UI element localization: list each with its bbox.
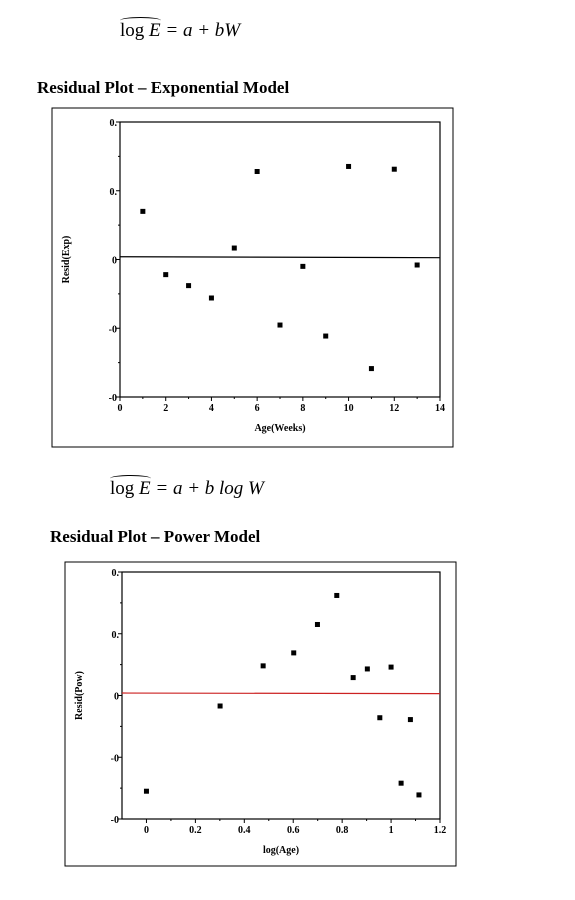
y-tick-label: -0 <box>109 324 117 335</box>
y-tick-label: -0 <box>109 393 117 404</box>
data-point <box>334 592 340 598</box>
data-point <box>391 166 397 172</box>
y-tick-label: -0 <box>111 753 119 764</box>
data-point <box>364 666 370 672</box>
data-point <box>350 675 356 681</box>
data-point <box>346 163 352 169</box>
data-point <box>368 366 374 372</box>
x-tick-label: 2 <box>163 403 168 414</box>
data-point <box>388 664 394 670</box>
data-point <box>416 792 422 798</box>
data-point <box>323 333 329 339</box>
data-point <box>163 272 169 278</box>
x-tick-label: 0.2 <box>189 825 202 836</box>
x-tick-label: 12 <box>389 403 399 414</box>
data-point <box>407 717 413 723</box>
x-tick-label: 0.6 <box>287 825 300 836</box>
data-point <box>314 621 320 627</box>
equation-rhs: = a + bW <box>165 20 241 41</box>
zero-reference-line <box>119 256 441 259</box>
y-tick-label: 0. <box>110 118 118 129</box>
data-point <box>231 245 237 251</box>
chart-frame <box>64 561 457 867</box>
x-tick-label: 0 <box>118 403 123 414</box>
data-point <box>143 788 149 794</box>
data-point <box>260 663 266 669</box>
equation-lhs-var: E <box>139 478 151 499</box>
y-tick-label: 0. <box>110 187 118 198</box>
x-tick-label: 1 <box>389 825 394 836</box>
y-tick-label: 0 <box>112 256 117 267</box>
y-axis-title: Resid(Pow) <box>74 671 85 720</box>
data-point <box>300 263 306 269</box>
x-axis-title: Age(Weeks) <box>254 423 305 434</box>
x-tick-label: 8 <box>300 403 305 414</box>
x-tick-label: 10 <box>344 403 354 414</box>
chart-title-exponential: Residual Plot – Exponential Model <box>37 78 290 97</box>
data-point <box>291 650 297 656</box>
plot-area <box>121 571 441 820</box>
zero-reference-line <box>121 692 441 695</box>
x-tick-label: 0 <box>144 825 149 836</box>
x-tick-label: 14 <box>435 403 445 414</box>
data-point <box>208 295 214 301</box>
x-tick-label: 1.2 <box>434 825 447 836</box>
equation-log: log <box>110 478 135 499</box>
equation-power: log E = a + b log W <box>110 475 264 500</box>
x-tick-label: 4 <box>209 403 214 414</box>
chart-1: 0 0.2 0.4 0.6 0.8 1 1.2 0. 0. 0 -0 -0 log(Age) Resid(… <box>64 561 457 867</box>
x-axis-title: log(Age) <box>263 845 299 856</box>
data-point <box>140 208 146 214</box>
y-tick-label: -0 <box>111 815 119 826</box>
equation-log: log <box>120 20 145 41</box>
chart-frame <box>51 107 454 448</box>
x-tick-label: 6 <box>255 403 260 414</box>
data-point <box>414 262 420 268</box>
y-tick-label: 0 <box>114 692 119 703</box>
equation-exponential: log E = a + bW <box>120 17 241 42</box>
y-axis-title: Resid(Exp) <box>61 236 72 284</box>
data-point <box>254 169 260 174</box>
data-point <box>277 322 283 328</box>
x-tick-label: 0.4 <box>238 825 251 836</box>
data-point <box>186 283 192 289</box>
plot-area <box>119 121 441 398</box>
x-tick-label: 0.8 <box>336 825 349 836</box>
equation-rhs: = a + b log W <box>155 478 264 499</box>
data-point <box>398 780 404 786</box>
chart-title-power: Residual Plot – Power Model <box>50 527 261 546</box>
equation-lhs-var: E <box>149 20 161 41</box>
data-point <box>217 703 223 709</box>
y-tick-label: 0. <box>112 568 120 579</box>
y-tick-label: 0. <box>112 630 120 641</box>
data-point <box>377 715 383 721</box>
